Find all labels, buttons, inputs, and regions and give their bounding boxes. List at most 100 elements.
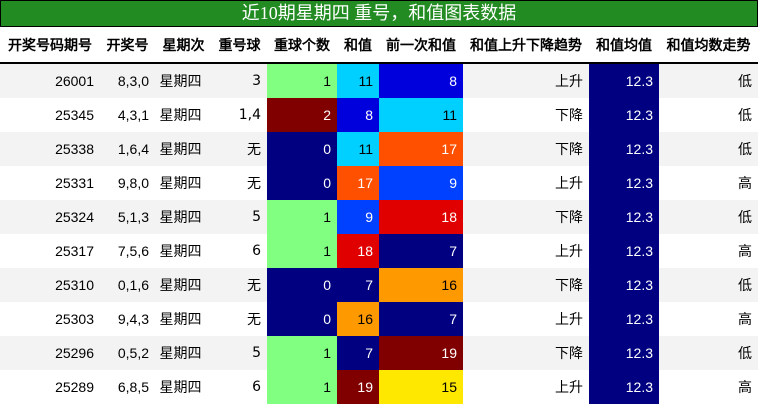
cell-sum: 17 bbox=[337, 166, 379, 200]
cell-sum: 9 bbox=[337, 200, 379, 234]
cell-count: 0 bbox=[267, 166, 337, 200]
cell-repeat: 无 bbox=[212, 302, 267, 336]
cell-prev-sum: 17 bbox=[379, 132, 463, 166]
cell-repeat: 1,4 bbox=[212, 98, 267, 132]
cell-numbers: 1,6,4 bbox=[100, 132, 155, 166]
cell-repeat: 5 bbox=[212, 336, 267, 370]
cell-avg-trend: 低 bbox=[659, 132, 758, 166]
cell-avg-trend: 低 bbox=[659, 336, 758, 370]
header-avg: 和值均值 bbox=[589, 27, 659, 64]
cell-numbers: 9,8,0 bbox=[100, 166, 155, 200]
cell-numbers: 5,1,3 bbox=[100, 200, 155, 234]
header-period: 开奖号码期号 bbox=[0, 27, 100, 64]
cell-numbers: 4,3,1 bbox=[100, 98, 155, 132]
cell-period: 26001 bbox=[0, 63, 100, 98]
cell-count: 1 bbox=[267, 234, 337, 268]
cell-repeat: 无 bbox=[212, 166, 267, 200]
cell-avg: 12.3 bbox=[589, 166, 659, 200]
cell-prev-sum: 19 bbox=[379, 336, 463, 370]
cell-weekday: 星期四 bbox=[155, 200, 212, 234]
header-row: 开奖号码期号 开奖号 星期次 重号球 重球个数 和值 前一次和值 和值上升下降趋势 和值均值 和值… bbox=[0, 27, 758, 64]
header-weekday: 星期次 bbox=[155, 27, 212, 64]
cell-avg-trend: 低 bbox=[659, 268, 758, 302]
cell-weekday: 星期四 bbox=[155, 268, 212, 302]
cell-prev-sum: 18 bbox=[379, 200, 463, 234]
header-numbers: 开奖号 bbox=[100, 27, 155, 64]
cell-numbers: 6,8,5 bbox=[100, 370, 155, 404]
cell-avg: 12.3 bbox=[589, 98, 659, 132]
cell-avg: 12.3 bbox=[589, 302, 659, 336]
cell-sum: 7 bbox=[337, 336, 379, 370]
cell-trend: 下降 bbox=[463, 268, 589, 302]
cell-repeat: 3 bbox=[212, 63, 267, 98]
cell-avg: 12.3 bbox=[589, 336, 659, 370]
cell-trend: 下降 bbox=[463, 200, 589, 234]
header-avg-trend: 和值均数走势 bbox=[659, 27, 758, 64]
cell-trend: 上升 bbox=[463, 63, 589, 98]
cell-avg-trend: 高 bbox=[659, 370, 758, 404]
cell-period: 25317 bbox=[0, 234, 100, 268]
header-trend: 和值上升下降趋势 bbox=[463, 27, 589, 64]
chart-title: 近10期星期四 重号，和值图表数据 bbox=[0, 0, 758, 27]
cell-avg: 12.3 bbox=[589, 63, 659, 98]
header-sum: 和值 bbox=[337, 27, 379, 64]
cell-repeat: 无 bbox=[212, 268, 267, 302]
cell-weekday: 星期四 bbox=[155, 370, 212, 404]
cell-numbers: 8,3,0 bbox=[100, 63, 155, 98]
cell-weekday: 星期四 bbox=[155, 336, 212, 370]
header-repeat: 重号球 bbox=[212, 27, 267, 64]
cell-trend: 上升 bbox=[463, 302, 589, 336]
cell-period: 25338 bbox=[0, 132, 100, 166]
cell-count: 1 bbox=[267, 336, 337, 370]
cell-period: 25324 bbox=[0, 200, 100, 234]
cell-avg: 12.3 bbox=[589, 234, 659, 268]
cell-period: 25310 bbox=[0, 268, 100, 302]
cell-avg-trend: 低 bbox=[659, 200, 758, 234]
table-row: 25296 0,5,2 星期四 5 1 7 19 下降 12.3 低 bbox=[0, 336, 758, 370]
cell-numbers: 0,1,6 bbox=[100, 268, 155, 302]
header-count: 重球个数 bbox=[267, 27, 337, 64]
cell-repeat: 无 bbox=[212, 132, 267, 166]
cell-count: 1 bbox=[267, 200, 337, 234]
cell-count: 0 bbox=[267, 302, 337, 336]
cell-weekday: 星期四 bbox=[155, 63, 212, 98]
cell-avg: 12.3 bbox=[589, 268, 659, 302]
cell-trend: 下降 bbox=[463, 98, 589, 132]
cell-avg: 12.3 bbox=[589, 370, 659, 404]
table-row: 25289 6,8,5 星期四 6 1 19 15 上升 12.3 高 bbox=[0, 370, 758, 404]
cell-avg-trend: 高 bbox=[659, 234, 758, 268]
cell-numbers: 0,5,2 bbox=[100, 336, 155, 370]
cell-count: 0 bbox=[267, 132, 337, 166]
data-table: 开奖号码期号 开奖号 星期次 重号球 重球个数 和值 前一次和值 和值上升下降趋势 和值均值 和值… bbox=[0, 27, 758, 404]
cell-period: 25331 bbox=[0, 166, 100, 200]
cell-prev-sum: 15 bbox=[379, 370, 463, 404]
cell-repeat: 6 bbox=[212, 370, 267, 404]
cell-weekday: 星期四 bbox=[155, 302, 212, 336]
cell-sum: 11 bbox=[337, 132, 379, 166]
table-row: 25338 1,6,4 星期四无 0 11 17 下降 12.3 低 bbox=[0, 132, 758, 166]
cell-count: 0 bbox=[267, 268, 337, 302]
cell-trend: 上升 bbox=[463, 370, 589, 404]
cell-weekday: 星期四 bbox=[155, 234, 212, 268]
cell-sum: 18 bbox=[337, 234, 379, 268]
cell-sum: 7 bbox=[337, 268, 379, 302]
cell-count: 1 bbox=[267, 63, 337, 98]
cell-prev-sum: 8 bbox=[379, 63, 463, 98]
cell-numbers: 9,4,3 bbox=[100, 302, 155, 336]
table-row: 25317 7,5,6 星期四 6 1 18 7 上升 12.3 高 bbox=[0, 234, 758, 268]
cell-period: 25345 bbox=[0, 98, 100, 132]
cell-prev-sum: 7 bbox=[379, 302, 463, 336]
cell-weekday: 星期四 bbox=[155, 166, 212, 200]
cell-sum: 16 bbox=[337, 302, 379, 336]
cell-avg-trend: 高 bbox=[659, 166, 758, 200]
cell-repeat: 6 bbox=[212, 234, 267, 268]
cell-period: 25296 bbox=[0, 336, 100, 370]
cell-sum: 11 bbox=[337, 63, 379, 98]
cell-count: 2 bbox=[267, 98, 337, 132]
cell-period: 25289 bbox=[0, 370, 100, 404]
cell-trend: 上升 bbox=[463, 166, 589, 200]
cell-prev-sum: 11 bbox=[379, 98, 463, 132]
cell-prev-sum: 7 bbox=[379, 234, 463, 268]
header-prev-sum: 前一次和值 bbox=[379, 27, 463, 64]
table-row: 25345 4,3,1 星期四 1,4 2 8 11 下降 12.3 低 bbox=[0, 98, 758, 132]
